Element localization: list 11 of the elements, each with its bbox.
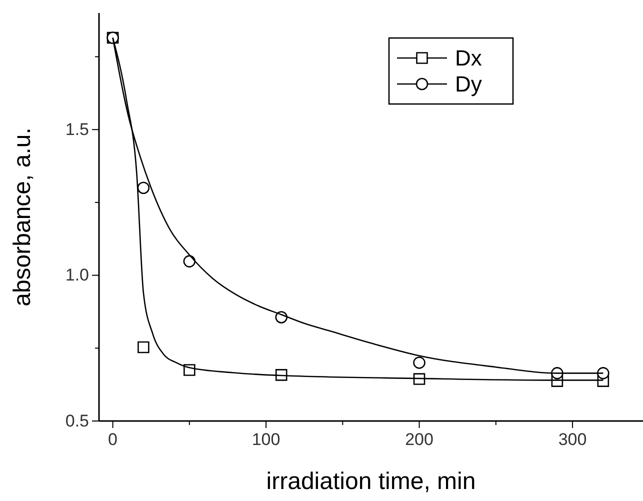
x-tick-label: 300 xyxy=(558,430,587,450)
x-tick-label: 100 xyxy=(252,430,280,450)
x-tick-label: 0 xyxy=(108,430,118,450)
x-tick-label: 200 xyxy=(405,430,434,450)
y-tick-label: 1.0 xyxy=(65,266,89,285)
x-axis-title: irradiation time, min xyxy=(266,468,476,495)
legend-label: Dx xyxy=(455,46,482,71)
y-axis-title: absorbance, a.u. xyxy=(9,128,36,306)
y-tick-label: 0.5 xyxy=(65,411,89,430)
y-tick-label: 1.5 xyxy=(65,120,89,140)
legend-label: Dy xyxy=(455,72,482,97)
